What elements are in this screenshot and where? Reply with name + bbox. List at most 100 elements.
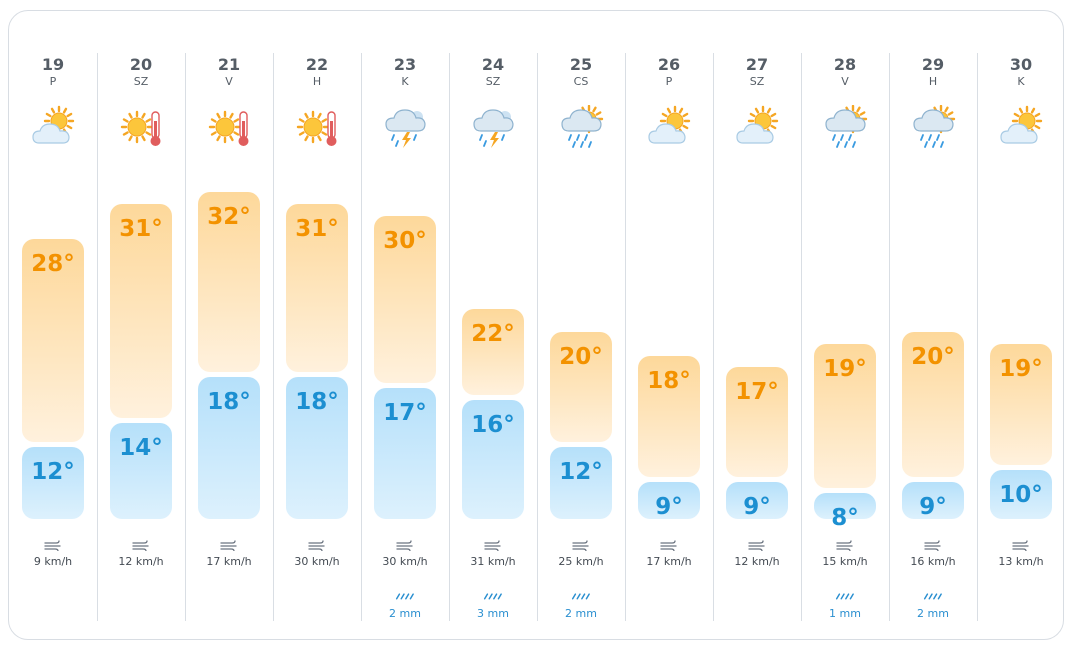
forecast-day-column[interactable]: 25 CS 20° 12° 25 km/h 2 mm — [537, 53, 625, 621]
day-of-week: P — [49, 75, 57, 88]
day-date: 26 — [657, 55, 681, 74]
precipitation-amount: 2 mm — [565, 607, 597, 620]
forecast-day-column[interactable]: 27 SZ 17° 9° 12 km/h — [713, 53, 801, 621]
low-temp-label: 14° — [119, 435, 163, 462]
day-of-week: P — [665, 75, 673, 88]
high-temp-bar: 22° — [462, 309, 524, 395]
low-temp-label: 17° — [383, 400, 427, 427]
high-temp-label: 30° — [383, 227, 427, 254]
wind-speed: 30 km/h — [294, 555, 340, 568]
high-temp-bar: 31° — [286, 204, 348, 372]
low-temp-label: 12° — [559, 458, 603, 485]
wind-speed: 17 km/h — [646, 555, 692, 568]
precipitation-amount: 1 mm — [829, 607, 861, 620]
wind-icon — [220, 540, 237, 551]
day-date: 27 — [745, 55, 769, 74]
high-temp-label: 32° — [207, 204, 251, 231]
precipitation-amount: 2 mm — [917, 607, 949, 620]
low-temp-bar: 14° — [110, 423, 172, 519]
sun-rain-icon — [913, 105, 956, 148]
wind-speed: 15 km/h — [822, 555, 868, 568]
forecast-day-column[interactable]: 28 V 19° 8° 15 km/h 1 mm — [801, 53, 889, 621]
wind-speed: 25 km/h — [558, 555, 604, 568]
day-of-week: V — [225, 75, 233, 88]
forecast-day-column[interactable]: 20 SZ 31° 14° 12 km/h — [97, 53, 185, 621]
forecast-day-column[interactable]: 29 H 20° 9° 16 km/h 2 mm — [889, 53, 977, 621]
wind-icon — [308, 540, 325, 551]
high-temp-label: 20° — [911, 344, 955, 371]
day-of-week: V — [841, 75, 849, 88]
high-temp-bar: 32° — [198, 192, 260, 372]
wind-icon — [132, 540, 149, 551]
wind-speed: 12 km/h — [118, 555, 164, 568]
day-of-week: SZ — [749, 75, 765, 88]
low-temp-label: 18° — [207, 388, 251, 415]
forecast-day-column[interactable]: 22 H 31° 18° 30 km/h — [273, 53, 361, 621]
day-date: 22 — [305, 55, 329, 74]
low-temp-label: 10° — [999, 482, 1043, 508]
low-temp-bar: 8° — [814, 493, 876, 531]
day-of-week: K — [401, 75, 409, 88]
wind-icon — [44, 540, 61, 551]
wind-icon — [660, 540, 677, 551]
rain-icon — [571, 593, 590, 600]
day-of-week: K — [1017, 75, 1025, 88]
sun-thermometer-icon — [296, 110, 337, 146]
wind-speed: 12 km/h — [734, 555, 780, 568]
wind-speed: 16 km/h — [910, 555, 956, 568]
forecast-card: 19 P 28° 12° 9 km/h 20 SZ 31° 14° 12 km/h 21 V 32° 18… — [8, 10, 1064, 640]
rain-icon — [835, 593, 854, 600]
day-date: 24 — [481, 55, 505, 74]
low-temp-label: 9° — [743, 493, 771, 520]
high-temp-bar: 18° — [638, 355, 700, 477]
forecast-day-column[interactable]: 19 P 28° 12° 9 km/h — [9, 53, 97, 621]
low-temp-bar: 9° — [726, 481, 788, 520]
high-temp-bar: 31° — [110, 204, 172, 419]
day-date: 25 — [569, 55, 593, 74]
wind-speed: 31 km/h — [470, 555, 516, 568]
day-of-week: H — [312, 75, 322, 88]
day-date: 20 — [129, 55, 153, 74]
day-date: 29 — [921, 55, 945, 74]
high-temp-bar: 19° — [814, 344, 876, 489]
rain-icon — [923, 593, 942, 600]
high-temp-bar: 17° — [726, 367, 788, 477]
day-date: 21 — [217, 55, 241, 74]
day-date: 30 — [1009, 55, 1033, 74]
high-temp-label: 17° — [735, 379, 779, 406]
thunderstorm-icon — [385, 109, 426, 148]
forecast-day-column[interactable]: 23 K 30° 17° 30 km/h 2 mm — [361, 53, 449, 621]
rain-icon — [483, 593, 502, 600]
day-of-week: SZ — [133, 75, 149, 88]
sun-thermometer-icon — [208, 110, 249, 146]
high-temp-bar: 19° — [990, 344, 1052, 465]
wind-icon — [396, 540, 413, 551]
low-temp-bar: 12° — [22, 446, 84, 519]
partly-cloudy-icon — [736, 105, 779, 144]
forecast-day-column[interactable]: 24 SZ 22° 16° 31 km/h 3 mm — [449, 53, 537, 621]
high-temp-label: 18° — [647, 367, 691, 394]
high-temp-label: 19° — [999, 356, 1043, 382]
low-temp-bar: 18° — [198, 376, 260, 519]
high-temp-label: 31° — [119, 216, 163, 242]
low-temp-bar: 16° — [462, 400, 524, 519]
low-temp-bar: 9° — [902, 481, 964, 520]
sun-thermometer-icon — [120, 110, 161, 146]
precipitation-amount: 3 mm — [477, 607, 509, 620]
thunderstorm-icon — [473, 109, 514, 148]
wind-icon — [836, 540, 853, 551]
low-temp-bar: 10° — [990, 470, 1052, 519]
precipitation-amount: 2 mm — [389, 607, 421, 620]
partly-cloudy-icon — [648, 105, 691, 144]
day-date: 19 — [41, 55, 65, 74]
forecast-day-column[interactable]: 26 P 18° 9° 17 km/h — [625, 53, 713, 621]
wind-speed: 17 km/h — [206, 555, 252, 568]
wind-speed: 30 km/h — [382, 555, 428, 568]
day-of-week: SZ — [485, 75, 501, 88]
low-temp-label: 16° — [471, 412, 515, 438]
high-temp-label: 19° — [823, 356, 867, 382]
forecast-day-column[interactable]: 30 K 19° 10° 13 km/h — [977, 53, 1065, 621]
forecast-day-column[interactable]: 21 V 32° 18° 17 km/h — [185, 53, 273, 621]
high-temp-label: 22° — [471, 321, 515, 347]
low-temp-bar: 18° — [286, 376, 348, 519]
